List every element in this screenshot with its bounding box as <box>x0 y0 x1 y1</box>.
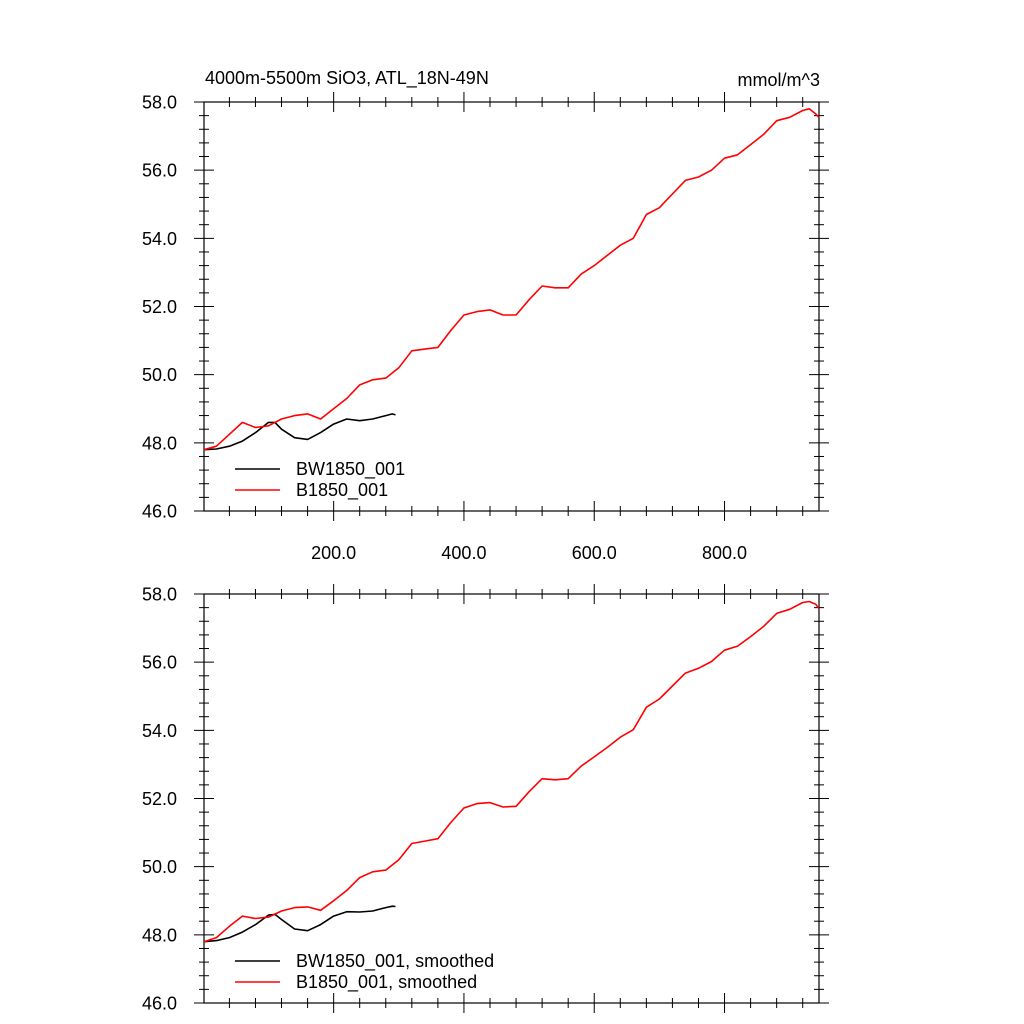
y-tick-label: 54.0 <box>142 721 177 741</box>
chart-title: 4000m-5500m SiO3, ATL_18N-49N <box>205 68 489 89</box>
y-tick-label: 50.0 <box>142 365 177 385</box>
plot-frame <box>203 593 820 1004</box>
units-label: mmol/m^3 <box>738 70 820 90</box>
y-tick-label: 58.0 <box>142 585 177 605</box>
bottom-panel: 46.0 48.0 50.0 52.0 54.0 56.0 58.0 BW1850_001, … <box>142 584 829 1014</box>
x-tick-label: 200.0 <box>311 543 356 563</box>
y-tick-label: 56.0 <box>142 161 177 181</box>
y-tick-label: 46.0 <box>142 994 177 1014</box>
y-tick-label: 58.0 <box>142 93 177 113</box>
legend-label: BW1850_001, smoothed <box>296 951 494 972</box>
series-line-bw1850-001 <box>203 413 396 451</box>
y-tick-label: 46.0 <box>142 502 177 522</box>
x-tick-label: 800.0 <box>702 543 747 563</box>
y-tick-label: 48.0 <box>142 433 177 453</box>
y-tick-label: 54.0 <box>142 229 177 249</box>
series-line-b1850-001 <box>203 108 820 451</box>
y-tick-label: 52.0 <box>142 297 177 317</box>
y-tick-label: 50.0 <box>142 857 177 877</box>
tick-marks <box>194 92 829 521</box>
x-tick-label: 600.0 <box>572 543 617 563</box>
plot-frame <box>203 101 820 512</box>
series-line-bw1850-001 <box>203 905 396 943</box>
y-tick-label: 56.0 <box>142 653 177 673</box>
tick-marks <box>194 584 829 1013</box>
legend-label: B1850_001 <box>296 480 388 501</box>
y-tick-label: 52.0 <box>142 789 177 809</box>
legend-label: BW1850_001 <box>296 459 405 480</box>
x-tick-label: 400.0 <box>441 543 486 563</box>
series-line-b1850-001 <box>203 600 820 943</box>
legend-label: B1850_001, smoothed <box>296 972 477 993</box>
y-tick-label: 48.0 <box>142 925 177 945</box>
top-panel: 46.0 48.0 50.0 52.0 54.0 56.0 58.0 200.0 400.0 60… <box>142 92 829 563</box>
